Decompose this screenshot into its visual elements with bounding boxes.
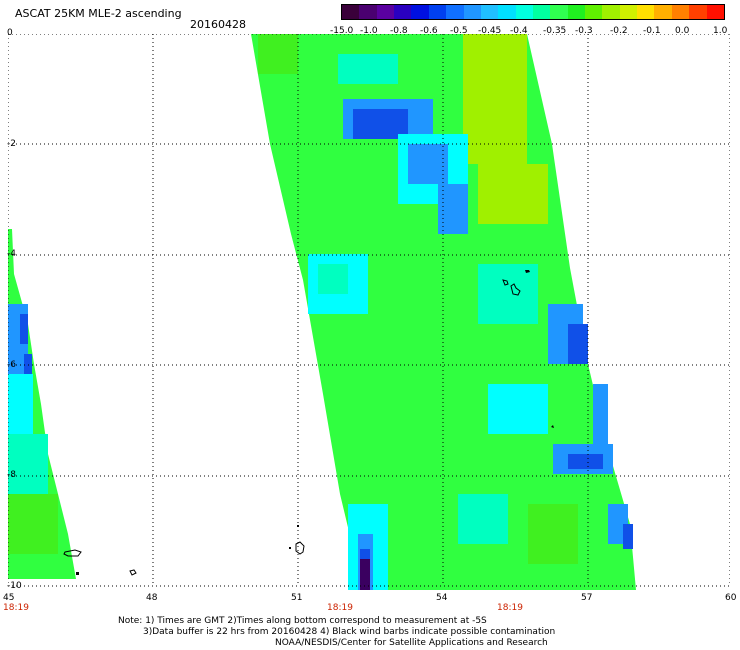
wind-cell	[438, 184, 468, 234]
colorbar-swatch	[394, 5, 412, 19]
wind-cell	[258, 34, 298, 74]
wind-cell	[593, 384, 608, 444]
colorbar-swatch	[411, 5, 429, 19]
y-tick-4: -8	[7, 470, 16, 480]
colorbar-tick: -0.1	[643, 26, 661, 36]
colorbar-swatch	[463, 5, 481, 19]
wind-cell	[8, 494, 58, 554]
y-tick-0: 0	[7, 28, 13, 38]
note-line-2: 3)Data buffer is 22 hrs from 20160428 4)…	[143, 627, 556, 637]
time-label-3: 18:19	[497, 603, 523, 613]
wind-cell	[528, 504, 578, 564]
note-line-3: NOAA/NESDIS/Center for Satellite Applica…	[275, 638, 548, 648]
colorbar-swatch	[654, 5, 672, 19]
y-tick-3: -6	[7, 360, 16, 370]
island-mid-1	[295, 541, 305, 555]
island-mid-2	[289, 547, 291, 549]
wind-cell	[568, 324, 588, 364]
colorbar-swatch	[585, 5, 603, 19]
time-label-2: 18:19	[327, 603, 353, 613]
wind-cell	[338, 54, 398, 84]
wind-cell	[463, 34, 527, 164]
footnotes: Note: 1) Times are GMT 2)Times along bot…	[118, 616, 555, 649]
swath-cells	[8, 34, 636, 590]
colorbar-swatch	[671, 5, 690, 19]
seychelles-island	[502, 279, 509, 286]
wind-cell	[408, 144, 448, 184]
note-line-1: Note: 1) Times are GMT 2)Times along bot…	[118, 616, 487, 626]
colorbar-swatch	[498, 5, 516, 19]
wind-cell	[20, 314, 28, 344]
colorbar-tick: -0.8	[390, 26, 408, 36]
island-west-1	[63, 549, 82, 557]
colorbar-swatch	[567, 5, 586, 19]
colorbar-swatch	[602, 5, 620, 19]
colorbar-swatch	[619, 5, 638, 19]
wind-cell	[458, 494, 508, 544]
x-tick-2: 51	[291, 593, 303, 603]
wind-cell	[478, 164, 548, 224]
x-tick-3: 54	[436, 593, 448, 603]
colorbar-tick: -0.2	[610, 26, 628, 36]
wind-cell	[478, 264, 538, 324]
colorbar-swatch	[532, 5, 551, 19]
colorbar-swatch	[342, 5, 360, 19]
product-title: ASCAT 25KM MLE-2 ascending	[15, 7, 182, 20]
island-west-2	[76, 572, 79, 575]
colorbar-swatch	[515, 5, 533, 19]
colorbar-tick: -0.45	[478, 26, 502, 36]
x-axis: 45 48 51 54 57 60 18:19 18:19 18:19	[0, 0, 736, 613]
y-tick-1: -2	[7, 139, 16, 149]
colorbar-tick: -15.0	[330, 26, 354, 36]
wind-cell	[488, 384, 548, 434]
colorbar-swatch	[550, 5, 568, 19]
colorbar-swatch	[706, 5, 724, 19]
colorbar-tick: -0.5	[450, 26, 468, 36]
wind-cell	[24, 354, 32, 374]
x-tick-1: 48	[146, 593, 158, 603]
x-tick-5: 60	[725, 593, 737, 603]
wind-map	[8, 34, 730, 590]
colorbar-tick: 0.0	[675, 26, 690, 36]
colorbar-swatch	[689, 5, 707, 19]
colorbar-swatch	[428, 5, 447, 19]
colorbar-swatch	[637, 5, 655, 19]
wind-cell	[8, 374, 33, 434]
colorbar-tick: -0.35	[543, 26, 567, 36]
wind-cell	[318, 264, 348, 294]
colorbar	[341, 4, 725, 20]
islet-1	[525, 270, 530, 273]
y-tick-5: -10	[7, 581, 22, 591]
colorbar-tick: 1.0	[713, 26, 728, 36]
colorbar-swatch	[446, 5, 464, 19]
wind-cell	[8, 434, 48, 504]
colorbar-swatch	[376, 5, 395, 19]
colorbar-tick: -1.0	[360, 26, 378, 36]
islet-3	[297, 525, 299, 527]
colorbar-tick: -0.3	[575, 26, 593, 36]
y-axis: 0 -2 -4 -6 -8 -10	[0, 0, 22, 591]
wind-cell	[360, 559, 370, 590]
wind-cell	[568, 454, 603, 469]
product-date: 20160428	[190, 18, 246, 31]
colorbar-swatch	[480, 5, 499, 19]
mahe-island	[510, 283, 521, 296]
island-outlines	[63, 270, 554, 576]
wind-cell	[623, 524, 633, 549]
y-tick-2: -4	[7, 249, 16, 259]
x-tick-4: 57	[581, 593, 593, 603]
colorbar-tick: -0.6	[420, 26, 438, 36]
island-west-3	[129, 569, 137, 576]
lat-lon-grid	[8, 34, 730, 587]
time-label-1: 18:19	[3, 603, 29, 613]
islet-2	[551, 425, 554, 428]
colorbar-tick: -0.4	[510, 26, 528, 36]
colorbar-swatch	[359, 5, 377, 19]
x-tick-0: 45	[3, 593, 15, 603]
